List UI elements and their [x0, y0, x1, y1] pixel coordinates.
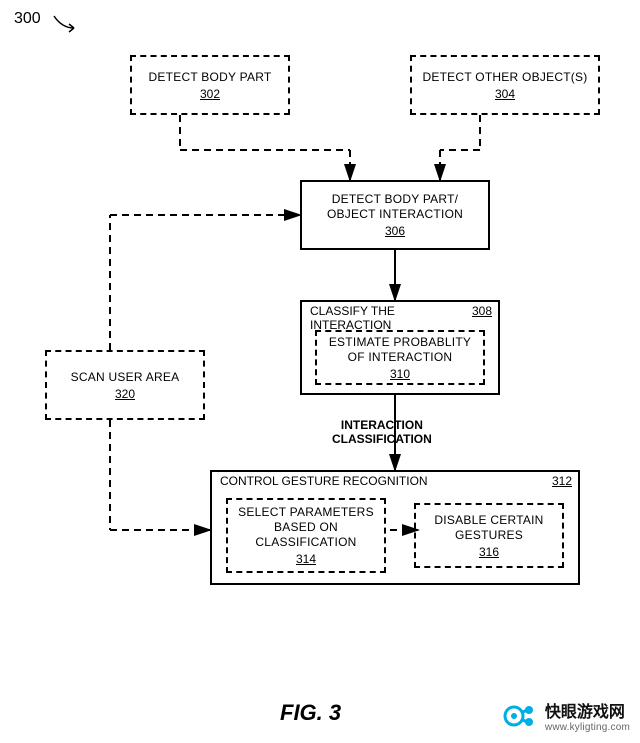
node-number: 304	[495, 87, 515, 101]
node-detect-body-part: DETECT BODY PART 302	[130, 55, 290, 115]
node-select-parameters: SELECT PARAMETERSBASED ONCLASSIFICATION …	[226, 498, 386, 573]
watermark: 快眼游戏网 www.kyligting.com	[503, 698, 630, 733]
node-number: 308	[472, 304, 492, 318]
node-scan-user-area: SCAN USER AREA 320	[45, 350, 205, 420]
node-label: CONTROL GESTURE RECOGNITION	[220, 474, 428, 488]
watermark-icon	[503, 701, 539, 731]
node-classify-interaction: CLASSIFY THEINTERACTION 308 ESTIMATE PRO…	[300, 300, 500, 395]
node-detect-interaction: DETECT BODY PART/OBJECT INTERACTION 306	[300, 180, 490, 250]
node-label: SCAN USER AREA	[71, 370, 180, 385]
node-estimate-probability: ESTIMATE PROBABLITYOF INTERACTION 310	[315, 330, 485, 385]
node-label: ESTIMATE PROBABLITYOF INTERACTION	[329, 335, 471, 365]
edge-label-interaction-classification: INTERACTIONCLASSIFICATION	[332, 418, 432, 447]
node-number: 314	[296, 552, 316, 566]
node-number: 312	[552, 474, 572, 488]
node-number: 306	[385, 224, 405, 238]
node-number: 310	[390, 367, 410, 381]
watermark-url: www.kyligting.com	[545, 722, 630, 733]
node-disable-gestures: DISABLE CERTAINGESTURES 316	[414, 503, 564, 568]
node-control-gesture-recognition: CONTROL GESTURE RECOGNITION 312 SELECT P…	[210, 470, 580, 585]
node-label: DETECT BODY PART	[149, 70, 272, 85]
node-label: DETECT OTHER OBJECT(S)	[422, 70, 587, 85]
figure-reference: 300	[14, 10, 41, 28]
figure-reference-arrow	[52, 14, 80, 34]
figure-label: FIG. 3	[280, 700, 341, 726]
watermark-text: 快眼游戏网	[545, 698, 630, 722]
node-label: DISABLE CERTAINGESTURES	[434, 513, 543, 543]
node-number: 316	[479, 545, 499, 559]
node-label: SELECT PARAMETERSBASED ONCLASSIFICATION	[238, 505, 374, 550]
node-label: CLASSIFY THEINTERACTION	[310, 304, 395, 333]
node-detect-other-objects: DETECT OTHER OBJECT(S) 304	[410, 55, 600, 115]
node-label: DETECT BODY PART/OBJECT INTERACTION	[327, 192, 463, 222]
node-number: 302	[200, 87, 220, 101]
node-number: 320	[115, 387, 135, 401]
